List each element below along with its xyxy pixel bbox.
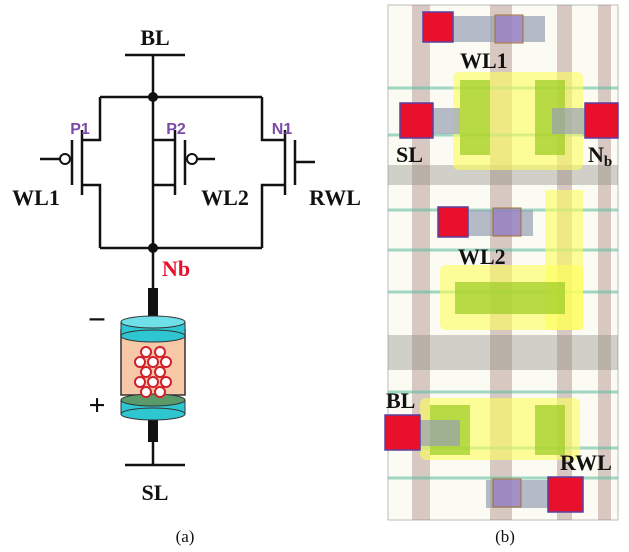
wl1-label: WL1 [460, 48, 508, 73]
wl2-label: WL2 [458, 244, 506, 269]
wl1-label: WL1 [12, 185, 60, 210]
plus-sign: + [88, 389, 105, 422]
sl-label: SL [396, 142, 423, 167]
layout: WL1 SL Nb WL2 BL RWL (b) [385, 5, 618, 546]
bl-label: BL [140, 25, 169, 50]
n1-label: N1 [272, 121, 293, 138]
bl-label: BL [386, 388, 415, 413]
nb-main: N [588, 142, 604, 167]
wl2-label: WL2 [201, 185, 249, 210]
top-cap [121, 316, 185, 328]
transistor-n1 [262, 97, 315, 248]
electrode [148, 418, 158, 442]
rwl-label: RWL [309, 185, 361, 210]
sl-label: SL [142, 480, 169, 505]
gate-bubble [60, 154, 70, 164]
wires [100, 55, 262, 248]
rwl-label: RWL [560, 450, 612, 475]
bottom-cap [121, 394, 185, 406]
caption-b: (b) [495, 527, 515, 546]
caption-a: (a) [176, 527, 195, 546]
bottom-cap [121, 408, 185, 420]
junction [148, 92, 158, 102]
p1-label: P1 [70, 121, 90, 138]
schematic: BL P1 P2 N1 WL1 WL2 RWL Nb [12, 25, 361, 546]
figure: BL P1 P2 N1 WL1 WL2 RWL Nb [0, 0, 629, 552]
nb-subscript: b [604, 154, 612, 170]
minus-sign: − [88, 301, 106, 337]
nb-label: Nb [162, 256, 190, 281]
top-cap [121, 330, 185, 342]
transistor-p1 [40, 97, 100, 248]
gate-bubble [187, 154, 197, 164]
p2-label: P2 [166, 121, 186, 138]
